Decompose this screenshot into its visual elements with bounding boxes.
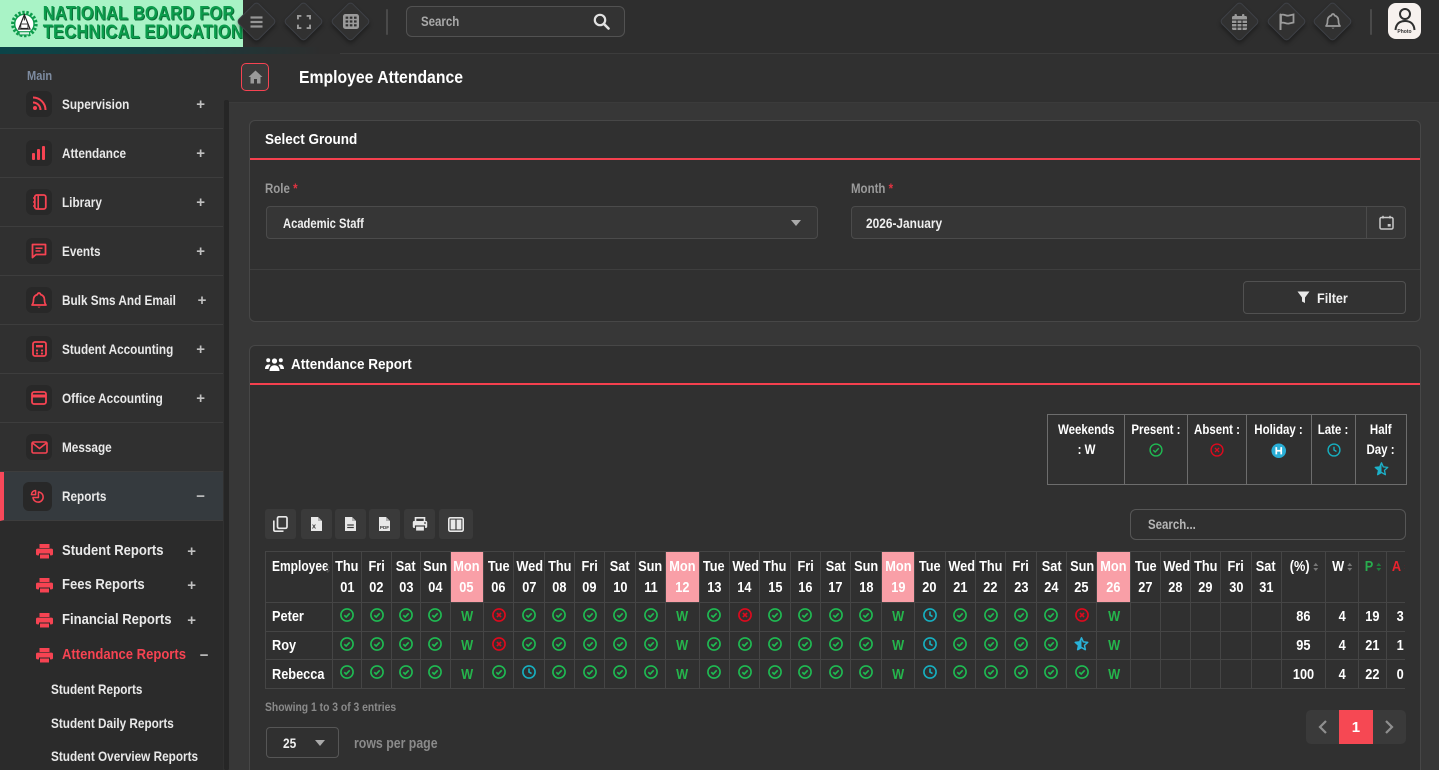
svg-text:PDF: PDF	[380, 525, 389, 530]
svg-text:x: x	[312, 522, 317, 531]
